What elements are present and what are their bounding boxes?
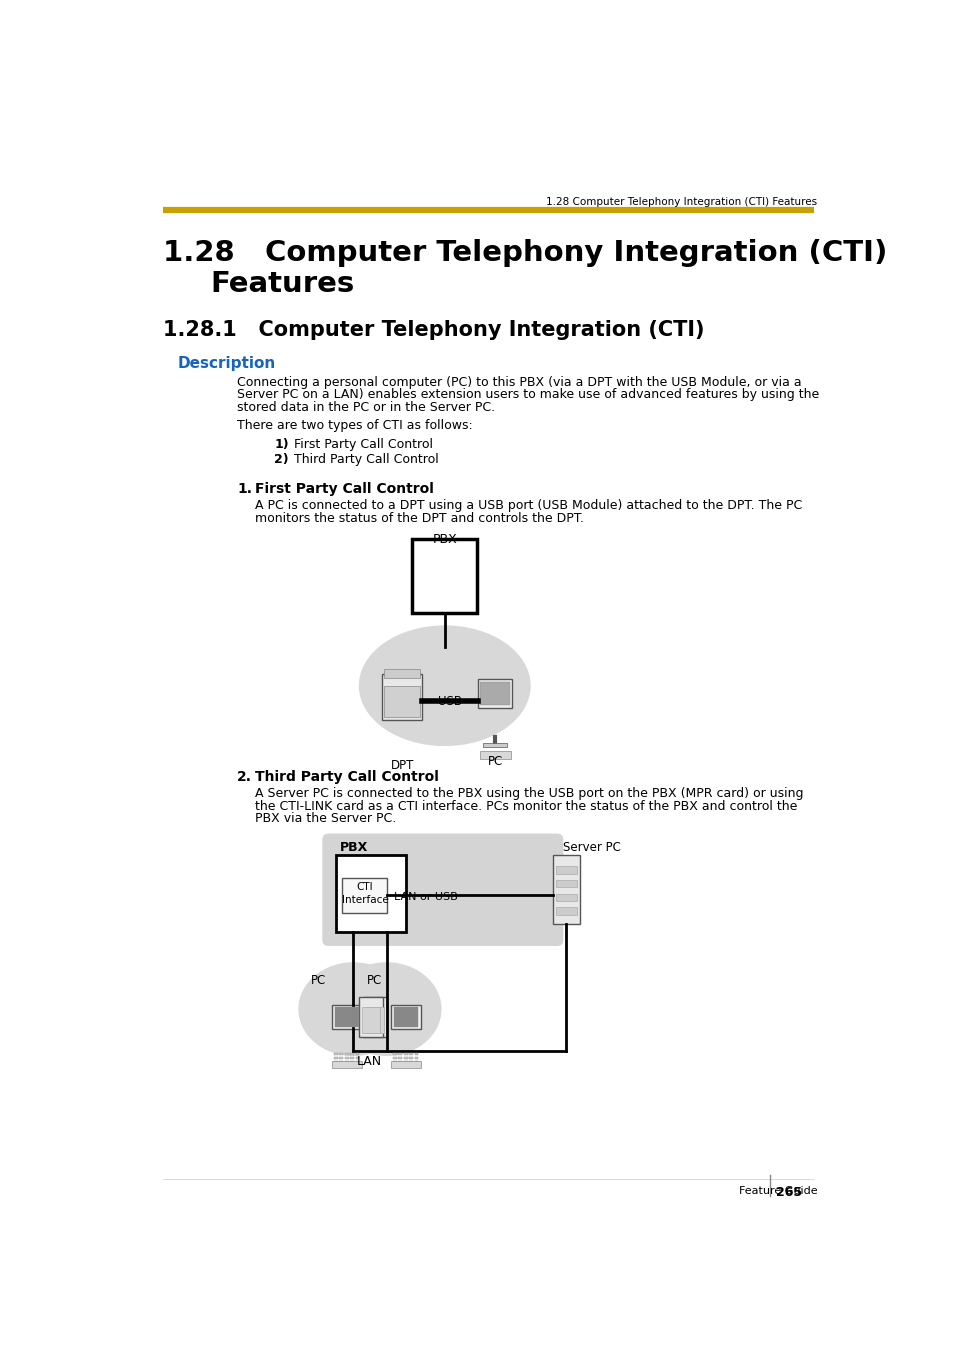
FancyBboxPatch shape	[339, 1056, 343, 1059]
FancyBboxPatch shape	[339, 1052, 343, 1055]
FancyBboxPatch shape	[556, 866, 577, 874]
Text: Server PC on a LAN) enables extension users to make use of advanced features by : Server PC on a LAN) enables extension us…	[236, 389, 819, 401]
FancyBboxPatch shape	[335, 1006, 359, 1027]
Text: Description: Description	[177, 357, 275, 372]
FancyBboxPatch shape	[334, 1052, 337, 1055]
FancyBboxPatch shape	[394, 1006, 418, 1027]
Text: 1.28 Computer Telephony Integration (CTI) Features: 1.28 Computer Telephony Integration (CTI…	[545, 197, 816, 207]
Text: Server PC: Server PC	[562, 842, 620, 854]
FancyBboxPatch shape	[409, 1056, 413, 1059]
Text: First Party Call Control: First Party Call Control	[254, 482, 434, 496]
Text: Third Party Call Control: Third Party Call Control	[254, 770, 438, 785]
FancyBboxPatch shape	[344, 1056, 348, 1059]
Text: DPT: DPT	[390, 759, 414, 771]
FancyBboxPatch shape	[393, 1061, 396, 1063]
FancyBboxPatch shape	[344, 1061, 348, 1063]
FancyBboxPatch shape	[332, 1062, 361, 1067]
FancyBboxPatch shape	[403, 1056, 407, 1059]
Text: the CTI-LINK card as a CTI interface. PCs monitor the status of the PBX and cont: the CTI-LINK card as a CTI interface. PC…	[254, 800, 797, 813]
FancyBboxPatch shape	[479, 751, 510, 759]
FancyBboxPatch shape	[350, 1061, 354, 1063]
FancyBboxPatch shape	[359, 997, 382, 1036]
Ellipse shape	[332, 963, 440, 1055]
Text: PBX: PBX	[340, 842, 368, 854]
FancyBboxPatch shape	[334, 1056, 337, 1059]
FancyBboxPatch shape	[391, 1005, 420, 1029]
Text: 1.: 1.	[236, 482, 252, 496]
Text: 1): 1)	[274, 438, 289, 451]
FancyBboxPatch shape	[335, 855, 406, 932]
FancyBboxPatch shape	[355, 1052, 359, 1055]
FancyBboxPatch shape	[355, 1056, 359, 1059]
Text: CTI
Interface: CTI Interface	[341, 882, 388, 905]
Text: USB: USB	[437, 694, 461, 708]
FancyBboxPatch shape	[409, 1052, 413, 1055]
FancyBboxPatch shape	[409, 1061, 413, 1063]
Text: LAN or USB: LAN or USB	[394, 892, 456, 902]
FancyBboxPatch shape	[483, 743, 506, 747]
FancyBboxPatch shape	[415, 1061, 418, 1063]
FancyBboxPatch shape	[384, 686, 419, 716]
Text: PC: PC	[311, 974, 326, 988]
Text: 2.: 2.	[236, 770, 252, 785]
Ellipse shape	[298, 963, 407, 1055]
Text: 1.28.1   Computer Telephony Integration (CTI): 1.28.1 Computer Telephony Integration (C…	[163, 320, 704, 340]
Text: Connecting a personal computer (PC) to this PBX (via a DPT with the USB Module, : Connecting a personal computer (PC) to t…	[236, 376, 801, 389]
FancyBboxPatch shape	[415, 1056, 418, 1059]
Ellipse shape	[359, 626, 530, 746]
Text: monitors the status of the DPT and controls the DPT.: monitors the status of the DPT and contr…	[254, 512, 583, 524]
FancyBboxPatch shape	[393, 1052, 396, 1055]
FancyBboxPatch shape	[384, 669, 419, 678]
FancyBboxPatch shape	[365, 1006, 384, 1034]
FancyBboxPatch shape	[363, 997, 386, 1036]
FancyBboxPatch shape	[556, 880, 577, 888]
FancyBboxPatch shape	[415, 1052, 418, 1055]
FancyBboxPatch shape	[393, 1056, 396, 1059]
Text: PC: PC	[367, 974, 382, 988]
FancyBboxPatch shape	[334, 1061, 337, 1063]
Text: PBX via the Server PC.: PBX via the Server PC.	[254, 812, 395, 825]
FancyBboxPatch shape	[397, 1052, 402, 1055]
FancyBboxPatch shape	[403, 1061, 407, 1063]
FancyBboxPatch shape	[477, 678, 512, 708]
FancyBboxPatch shape	[339, 1061, 343, 1063]
Text: 2): 2)	[274, 453, 289, 466]
Text: First Party Call Control: First Party Call Control	[294, 438, 432, 451]
FancyBboxPatch shape	[381, 674, 422, 720]
Text: Feature Guide: Feature Guide	[739, 1186, 817, 1196]
FancyBboxPatch shape	[350, 1052, 354, 1055]
FancyBboxPatch shape	[556, 893, 577, 901]
FancyBboxPatch shape	[480, 682, 509, 705]
FancyBboxPatch shape	[322, 834, 562, 946]
Text: A Server PC is connected to the PBX using the USB port on the PBX (MPR card) or : A Server PC is connected to the PBX usin…	[254, 788, 802, 800]
Text: Features: Features	[210, 270, 354, 299]
Text: LAN: LAN	[356, 1055, 382, 1069]
FancyBboxPatch shape	[355, 1061, 359, 1063]
Text: A PC is connected to a DPT using a USB port (USB Module) attached to the DPT. Th: A PC is connected to a DPT using a USB p…	[254, 500, 801, 512]
FancyBboxPatch shape	[391, 1062, 420, 1067]
FancyBboxPatch shape	[397, 1056, 402, 1059]
Text: 1.28   Computer Telephony Integration (CTI): 1.28 Computer Telephony Integration (CTI…	[163, 239, 887, 267]
FancyBboxPatch shape	[344, 1052, 348, 1055]
FancyBboxPatch shape	[412, 539, 476, 612]
FancyBboxPatch shape	[332, 1005, 361, 1029]
Text: Third Party Call Control: Third Party Call Control	[294, 453, 438, 466]
Text: 265: 265	[775, 1186, 801, 1200]
FancyBboxPatch shape	[553, 855, 579, 924]
FancyBboxPatch shape	[397, 1061, 402, 1063]
Text: PC: PC	[487, 755, 502, 767]
Text: stored data in the PC or in the Server PC.: stored data in the PC or in the Server P…	[236, 401, 495, 413]
FancyBboxPatch shape	[361, 1006, 380, 1034]
FancyBboxPatch shape	[556, 908, 577, 915]
Text: There are two types of CTI as follows:: There are two types of CTI as follows:	[236, 419, 473, 432]
Text: PBX: PBX	[432, 534, 456, 546]
FancyBboxPatch shape	[403, 1052, 407, 1055]
FancyBboxPatch shape	[342, 878, 387, 913]
FancyBboxPatch shape	[350, 1056, 354, 1059]
